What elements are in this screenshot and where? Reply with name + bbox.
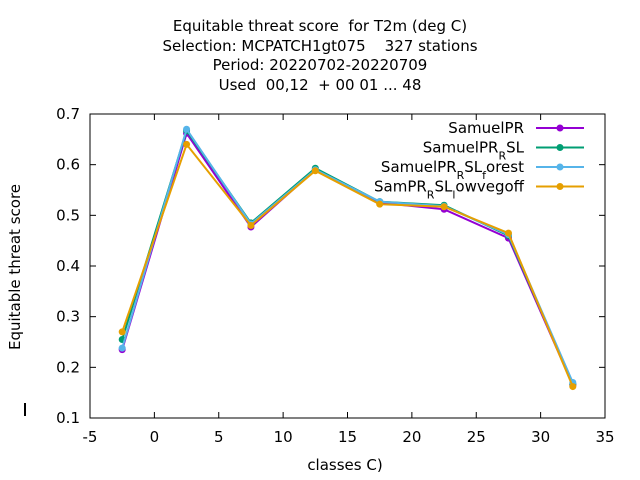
data-point: [311, 167, 319, 175]
legend-label-1: SamuelPR: [448, 119, 524, 137]
y-tick-label: 0.5: [56, 206, 80, 224]
series-line-3: [121, 126, 574, 383]
y-tick-label: 0.7: [56, 105, 80, 123]
legend-marker: [556, 144, 564, 151]
y-tick-label: 0.1: [56, 409, 80, 427]
plot-frame: [89, 113, 606, 419]
chart-title-line-4: Used 00,12 + 00 01 ... 48: [218, 76, 422, 94]
x-tick-label: -5: [83, 428, 98, 446]
data-point: [440, 203, 448, 211]
series-line-4: [121, 142, 574, 387]
x-tick-label: 35: [595, 428, 614, 446]
x-tick-label: 20: [402, 428, 421, 446]
legend-marker: [556, 124, 564, 132]
data-point: [247, 221, 255, 229]
chart-title-line-1: Equitable threat score for T2m (deg C): [172, 17, 468, 35]
data-point: [183, 140, 191, 148]
x-tick-label: 0: [150, 428, 160, 446]
chart-title-line-3: Period: 20220702-20220709: [212, 56, 428, 74]
legend-marker: [556, 163, 564, 171]
data-point: [183, 125, 191, 133]
legend-label-3: SamuelPRRSLforest: [381, 158, 524, 182]
x-tick-label: 10: [274, 428, 293, 446]
data-point: [504, 229, 512, 237]
legend-marker: [556, 183, 564, 190]
chart-title-line-2: Selection: MCPATCH1gt075 327 stations: [162, 37, 478, 55]
x-axis-label: classes C): [307, 456, 382, 474]
x-tick-label: 30: [531, 428, 550, 446]
data-point: [376, 200, 384, 208]
data-point: [118, 344, 126, 352]
legend-label-2: SamuelPRRSL: [423, 139, 525, 163]
y-axis-label: Equitable threat score: [6, 184, 24, 350]
data-point: [118, 328, 126, 336]
legend-label-4: SamPRRSLlowvegoff: [374, 178, 525, 202]
data-point: [569, 383, 577, 391]
x-tick-label: 25: [467, 428, 486, 446]
y-tick-label: 0.6: [56, 156, 80, 174]
x-tick-label: 15: [338, 428, 357, 446]
y-tick-label: 0.3: [56, 308, 80, 326]
x-tick-label: 5: [214, 428, 224, 446]
y-tick-label: 0.4: [56, 257, 80, 275]
y-tick-label: 0.2: [56, 358, 80, 376]
